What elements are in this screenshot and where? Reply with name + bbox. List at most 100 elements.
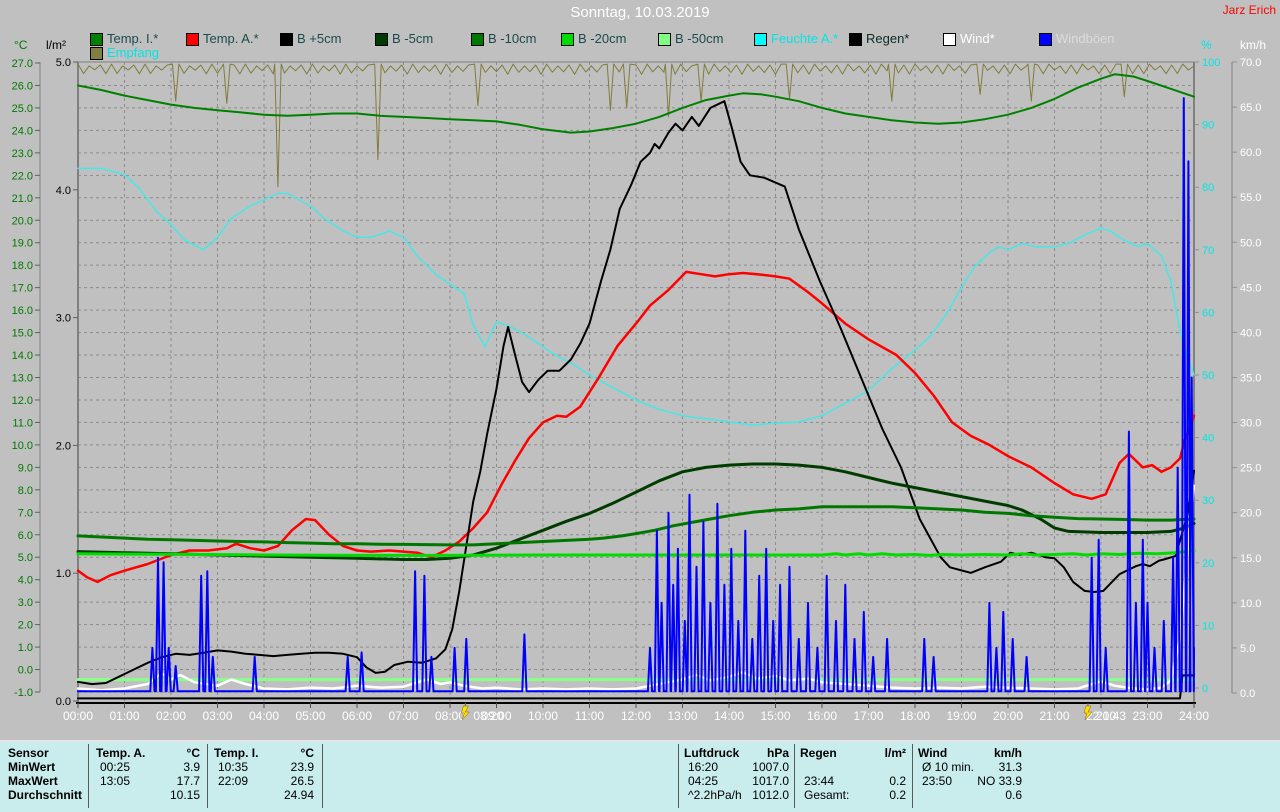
panel-cell: km/h [962, 746, 1022, 760]
panel-separator [322, 744, 323, 808]
panel-separator [678, 744, 679, 808]
x-axis-hour-label: 16:00 [807, 709, 837, 723]
y-axis-wind-label: 70.0 [1240, 57, 1261, 69]
y-axis-temp-label: 6.0 [18, 530, 33, 542]
y-axis-temp-label: 7.0 [18, 507, 33, 519]
marker-time-label: 08:20 [473, 709, 503, 723]
x-axis-hour-label: 23:00 [1132, 709, 1162, 723]
y-axis-wind-label: 60.0 [1240, 147, 1261, 159]
y-axis-rain-label: 1.0 [56, 568, 71, 580]
panel-cell: 0.2 [826, 774, 906, 788]
panel-cell: 0.6 [942, 788, 1022, 802]
y-axis-temp-label: 24.0 [12, 125, 33, 137]
y-axis-temp-label: 4.0 [18, 575, 33, 587]
x-axis-hour-label: 13:00 [667, 709, 697, 723]
y-axis-temp: 27.026.025.024.023.022.021.020.019.018.0… [12, 58, 40, 699]
y-axis-rain-label: 5.0 [56, 57, 71, 69]
x-axis-hour-label: 15:00 [760, 709, 790, 723]
panel-cell: Temp. I. [214, 746, 258, 760]
panel-cell: 23.9 [234, 760, 314, 774]
x-axis-hour-label: 17:00 [853, 709, 883, 723]
x-axis-hour-label: 02:00 [156, 709, 186, 723]
y-axis-temp-label: 12.0 [12, 395, 33, 407]
y-axis-wind-label: 30.0 [1240, 418, 1261, 430]
panel-cell: 17.7 [120, 774, 200, 788]
panel-cell: °C [140, 746, 200, 760]
y-axis-wind-label: 50.0 [1240, 237, 1261, 249]
panel-cell: l/m² [846, 746, 906, 760]
marker-time-label: 21:43 [1096, 709, 1126, 723]
grid [78, 62, 1194, 703]
x-axis-hour-label: 19:00 [946, 709, 976, 723]
y-axis-wind-label: 45.0 [1240, 282, 1261, 294]
panel-cell: Durchschnitt [8, 788, 82, 802]
y-axis-temp-label: 10.0 [12, 440, 33, 452]
y-axis-temp-label: 0.0 [18, 665, 33, 677]
panel-cell: NO 33.9 [942, 774, 1022, 788]
y-axis-humidity-label: 100 [1202, 57, 1220, 69]
y-axis-wind-label: 65.0 [1240, 102, 1261, 114]
panel-cell: Temp. A. [96, 746, 145, 760]
y-axis-humidity-label: 10 [1202, 620, 1214, 632]
stats-panel: SensorMinWertMaxWertDurchschnittTemp. A.… [0, 740, 1280, 812]
y-axis-temp-label: 1.0 [18, 642, 33, 654]
y-axis-temp-label: 8.0 [18, 485, 33, 497]
panel-cell: Regen [800, 746, 837, 760]
y-axis-wind-label: 10.0 [1240, 598, 1261, 610]
y-axis-temp-label: 14.0 [12, 350, 33, 362]
panel-cell: MaxWert [8, 774, 58, 788]
y-axis-temp-label: 15.0 [12, 328, 33, 340]
y-axis-wind-label: 0.0 [1240, 688, 1255, 700]
panel-cell: 24.94 [234, 788, 314, 802]
y-axis-temp-label: 19.0 [12, 238, 33, 250]
panel-cell: Wind [918, 746, 947, 760]
panel-cell: hPa [729, 746, 789, 760]
panel-separator [207, 744, 208, 808]
x-axis-hour-label: 07:00 [388, 709, 418, 723]
y-axis-temp-label: 26.0 [12, 80, 33, 92]
panel-cell: 31.3 [942, 760, 1022, 774]
y-axis-temp-label: 5.0 [18, 552, 33, 564]
x-axis: 00:0001:0002:0003:0004:0005:0006:0007:00… [63, 703, 1209, 723]
x-axis-hour-label: 24:00 [1179, 709, 1209, 723]
y-axis-wind-label: 35.0 [1240, 373, 1261, 385]
y-axis-temp-label: 17.0 [12, 283, 33, 295]
y-axis-rain-label: 2.0 [56, 440, 71, 452]
panel-cell: 26.5 [234, 774, 314, 788]
y-axis-temp-label: 18.0 [12, 260, 33, 272]
y-axis-humidity-label: 30 [1202, 495, 1214, 507]
y-axis-wind-label: 20.0 [1240, 508, 1261, 520]
y-axis-wind-label: 5.0 [1240, 643, 1255, 655]
y-axis-rain-label: 0.0 [56, 696, 71, 708]
y-axis-wind-label: 25.0 [1240, 463, 1261, 475]
x-axis-hour-label: 00:00 [63, 709, 93, 723]
panel-separator [912, 744, 913, 808]
y-axis-temp-label: 27.0 [12, 58, 33, 70]
y-axis-temp-label: 23.0 [12, 148, 33, 160]
y-axis-temp-label: 3.0 [18, 597, 33, 609]
x-axis-hour-label: 12:00 [621, 709, 651, 723]
y-axis-humidity-label: 90 [1202, 120, 1214, 132]
series-b_m20 [78, 551, 1194, 556]
chart-plot-area[interactable]: 27.026.025.024.023.022.021.020.019.018.0… [0, 0, 1280, 810]
x-axis-hour-label: 20:00 [993, 709, 1023, 723]
x-axis-hour-label: 10:00 [528, 709, 558, 723]
panel-cell: MinWert [8, 760, 55, 774]
y-axis-temp-label: -1.0 [14, 687, 33, 699]
y-axis-temp-label: 21.0 [12, 193, 33, 205]
series-temp_a [78, 272, 1194, 582]
y-axis-humidity-label: 70 [1202, 245, 1214, 257]
panel-cell: 1017.0 [709, 774, 789, 788]
y-axis-temp-label: 25.0 [12, 103, 33, 115]
y-axis-wind-label: 40.0 [1240, 327, 1261, 339]
x-axis-hour-label: 14:00 [714, 709, 744, 723]
x-axis-hour-label: 18:00 [900, 709, 930, 723]
x-axis-hour-label: 06:00 [342, 709, 372, 723]
y-axis-humidity-label: 40 [1202, 433, 1214, 445]
x-axis-hour-label: 08:00 [435, 709, 465, 723]
x-axis-hour-label: 11:00 [575, 709, 604, 723]
y-axis-humidity-label: 0 [1202, 683, 1208, 695]
y-axis-temp-label: 2.0 [18, 620, 33, 632]
y-axis-temp-label: 16.0 [12, 305, 33, 317]
y-axis-temp-label: 9.0 [18, 462, 33, 474]
